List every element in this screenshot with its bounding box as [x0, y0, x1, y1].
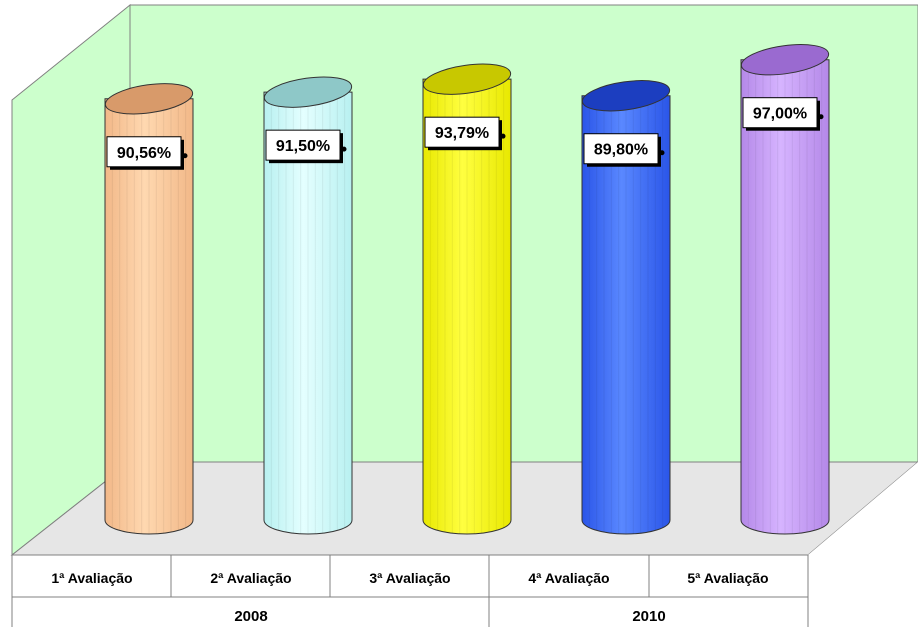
group-labels: 2008 2010	[234, 608, 665, 625]
category-label: 5ª Avaliação	[687, 570, 768, 586]
bar-cylinder	[422, 63, 512, 535]
bar-top	[263, 76, 353, 108]
bar-cylinder	[263, 76, 353, 535]
data-label-text: 90,56%	[117, 145, 171, 162]
bar-top	[422, 63, 512, 95]
bars-layer	[104, 44, 830, 535]
bar-body	[740, 59, 830, 535]
data-label-marker	[182, 153, 188, 159]
category-label: 2ª Avaliação	[210, 570, 291, 586]
data-label-box	[583, 133, 659, 165]
bar-body	[104, 98, 194, 535]
data-label-marker	[341, 146, 347, 152]
bar-cylinder	[104, 83, 194, 535]
data-label: 90,56%	[106, 136, 188, 170]
data-label-marker	[500, 133, 506, 139]
data-label-box	[106, 136, 182, 168]
bar-cylinder	[581, 80, 671, 535]
bar-top	[740, 44, 830, 76]
data-label-box	[742, 97, 818, 129]
data-label-text: 97,00%	[753, 106, 807, 123]
group-label-2010: 2010	[632, 608, 665, 625]
data-label-box	[424, 116, 500, 148]
category-label: 4ª Avaliação	[528, 570, 609, 586]
data-label-text: 91,50%	[276, 138, 330, 155]
bar-cylinder	[740, 44, 830, 535]
data-label-marker	[659, 150, 665, 156]
data-labels-layer: 90,56% 91,50% 93,79% 89,80% 97,00%	[106, 97, 824, 170]
bar-body	[263, 91, 353, 535]
data-label: 91,50%	[265, 129, 347, 164]
bar-top	[581, 80, 671, 112]
data-label-text: 93,79%	[435, 125, 489, 142]
data-label: 93,79%	[424, 116, 506, 151]
group-label-2008: 2008	[234, 608, 267, 625]
bar-body	[422, 78, 512, 535]
category-label: 3ª Avaliação	[369, 570, 450, 586]
chart-floor-right	[808, 462, 918, 555]
bar-top	[104, 83, 194, 115]
data-label-text: 89,80%	[594, 142, 648, 159]
category-label: 1ª Avaliação	[51, 570, 132, 586]
category-table	[11, 554, 809, 627]
category-labels: 1ª Avaliação 2ª Avaliação 3ª Avaliação 4…	[51, 570, 768, 586]
data-label-marker	[818, 114, 824, 120]
data-label: 97,00%	[742, 97, 824, 131]
data-label: 89,80%	[583, 133, 665, 167]
bar-body	[581, 95, 671, 535]
data-label-box	[265, 129, 341, 161]
